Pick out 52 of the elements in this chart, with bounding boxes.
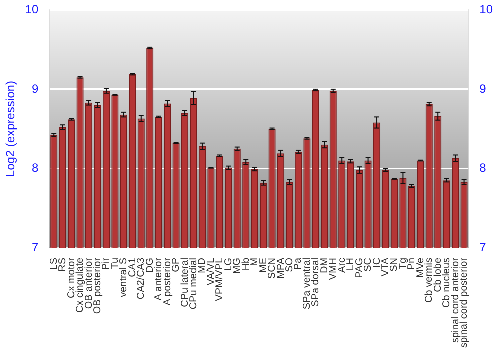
x-tick-label: A anterior xyxy=(154,257,165,301)
x-tick-label: VTA xyxy=(380,258,392,277)
x-tick-label: Hb xyxy=(240,258,252,271)
y2-tick-label: 7 xyxy=(480,240,487,254)
x-tick-label: spinal cord anterior xyxy=(450,257,462,344)
x-tick-label: DM xyxy=(319,258,330,274)
x-tick-label: Arc xyxy=(336,258,348,273)
x-tick-label: Tg xyxy=(398,258,409,270)
x-tick-label: GP xyxy=(171,258,182,272)
x-tick-label: SCN xyxy=(267,258,278,280)
x-tick-label: SPa dorsal xyxy=(310,258,322,307)
x-tick-label: VPM/VPL xyxy=(214,258,226,302)
x-tick-label: ME xyxy=(258,258,270,273)
x-tick-label: LS xyxy=(48,258,60,270)
y-axis-title: Log2 (expression) xyxy=(4,81,18,178)
x-tick-label: MVe xyxy=(415,258,426,278)
x-tick-label: VMH xyxy=(328,258,340,280)
x-tick-label: VA/VL xyxy=(206,258,217,286)
x-tick-label: LG xyxy=(223,258,234,272)
x-tick-label: LH xyxy=(346,258,357,271)
x-tick-label: Pir xyxy=(101,257,112,270)
x-tick-label: Pa xyxy=(293,258,304,270)
y2-tick-label: 10 xyxy=(480,2,494,17)
x-tick-label: PAG xyxy=(354,258,366,278)
y-tick-label: 10 xyxy=(25,2,40,17)
x-tick-label: SPa ventral xyxy=(302,258,313,310)
y-tick-label: 9 xyxy=(32,82,40,96)
x-tick-label: ventral S xyxy=(118,258,130,298)
x-tick-label: SO xyxy=(284,258,296,272)
x-tick-label: CA1 xyxy=(127,258,138,278)
x-tick-label: Cb nucleus xyxy=(442,258,453,308)
x-tick-label: spinal cord posterior xyxy=(459,257,470,348)
x-tick-label: Pn xyxy=(406,258,418,270)
x-tick-label: Tu xyxy=(110,258,121,270)
x-tick-label: CA2/CA3 xyxy=(136,258,148,300)
x-tick-label: Cb lobe xyxy=(432,258,444,292)
x-tick-label: CPu medial xyxy=(188,258,200,310)
y2-tick-label: 9 xyxy=(480,82,487,96)
x-tick-label: M xyxy=(250,258,261,266)
x-tick-label: SC xyxy=(363,258,374,272)
y-tick-label: 7 xyxy=(32,240,40,254)
x-tick-label: RS xyxy=(58,258,69,272)
x-tick-label: A posterior xyxy=(162,257,174,306)
x-tick-label: MPA xyxy=(276,258,287,279)
x-tick-label: OB posterior xyxy=(92,257,104,314)
x-tick-label: IC xyxy=(372,258,383,268)
y2-tick-label: 8 xyxy=(480,161,487,176)
x-tick-label: DG xyxy=(144,258,156,273)
x-tick-label: Cx cingulate xyxy=(75,258,86,313)
y-tick-label: 8 xyxy=(32,161,40,176)
x-tick-label: OB anterior xyxy=(84,257,95,310)
x-tick-label: SN xyxy=(389,258,400,272)
